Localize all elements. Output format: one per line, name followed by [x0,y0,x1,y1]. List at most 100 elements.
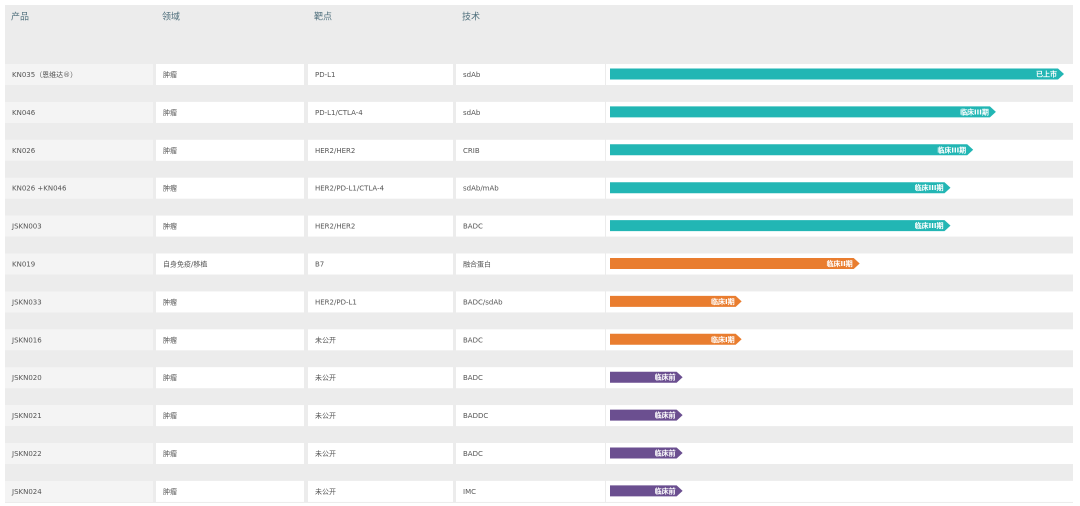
cell [5,177,153,199]
cell-text: 肿瘤 [163,146,177,155]
cell [156,177,304,199]
column-header: 产品 [11,11,29,23]
cell-text: JSKN016 [11,336,42,344]
cell-text: B7 [315,261,324,269]
cell-text: JSKN003 [11,223,42,231]
stage-bar [610,182,951,194]
cell-text: KN026 +KN046 [12,185,67,193]
cell-text: 融合蛋白 [463,260,491,269]
cell-text: HER2/PD-L1 [315,298,357,306]
cell [156,253,304,275]
stage-label: 临床III期 [915,183,944,192]
cell [156,443,304,464]
cell-text: BADC [463,223,483,231]
cell [308,291,453,313]
cell-text: 肿瘤 [163,70,177,79]
track [606,480,1073,502]
cell-text: 未公开 [315,411,336,420]
stage-bar [610,220,951,232]
cell [308,443,453,464]
cell-text: HER2/HER2 [315,147,355,155]
cell-text: JSKN033 [11,298,42,306]
stage-label: 临床III期 [937,145,966,154]
stage-bar [610,68,1064,80]
stage-label: 临床II期 [826,259,852,268]
cell-text: JSKN021 [11,412,42,420]
track [606,405,1073,427]
cell [5,405,153,427]
cell-text: 肿瘤 [163,184,177,193]
cell-text: 自身免疫/移植 [163,260,207,269]
cell [156,329,304,351]
cell [156,480,304,502]
cell [308,405,453,427]
column-header: 领域 [162,11,180,23]
cell [156,101,304,123]
cell [308,215,453,237]
cell-text: IMC [463,488,476,496]
cell [456,405,605,427]
cell [456,215,605,237]
stage-label: 临床前 [655,411,676,420]
cell [156,405,304,427]
column-header: 技术 [462,11,480,23]
cell [156,139,304,161]
cell [456,443,605,464]
cell-text: BADDC [463,412,488,420]
cell-text: 肿瘤 [163,297,177,306]
stage-bar [610,295,742,307]
cell-text: 肿瘤 [163,335,177,344]
cell [456,177,605,199]
cell [308,367,453,389]
cell [5,367,153,389]
cell [456,139,605,161]
cell [308,101,453,123]
cell-text: JSKN020 [11,374,42,382]
cell [5,480,153,502]
cell-text: 未公开 [315,373,336,382]
cell [456,64,605,85]
stage-bar [610,409,683,421]
cell-text: BADC/sdAb [463,298,503,306]
stage-label: 已上市 [1036,70,1057,79]
cell [5,443,153,464]
cell [308,177,453,199]
cell-text: KN026 [12,147,36,155]
cell [308,480,453,502]
cell-text: 肿瘤 [163,373,177,382]
cell [156,291,304,313]
stage-label: 临床III期 [915,221,944,230]
cell [156,367,304,389]
cell [456,253,605,275]
cell [308,329,453,351]
cell [156,64,304,85]
cell-text: 肿瘤 [163,449,177,458]
cell [308,64,453,85]
cell-text: JSKN022 [11,450,42,458]
cell-text: 未公开 [315,335,336,344]
cell [5,139,153,161]
stage-label: 临床前 [655,449,676,458]
stage-label: 临床I期 [711,297,735,306]
cell-text: HER2/PD-L1/CTLA-4 [315,185,385,193]
cell-text: HER2/HER2 [315,223,355,231]
stage-bar [610,106,996,118]
stage-bar [610,485,683,497]
cell [156,215,304,237]
cell [308,253,453,275]
cell [5,64,153,85]
cell-text: sdAb [463,109,481,117]
cell [308,139,453,161]
cell [5,215,153,237]
cell-text: KN019 [12,261,35,269]
stage-bar [610,258,860,269]
cell-text: 肿瘤 [163,108,177,117]
cell [456,367,605,389]
cell-text: 肿瘤 [163,487,177,496]
cell [456,329,605,351]
cell-text: sdAb/mAb [463,185,499,193]
cell-text: KN046 [12,109,36,117]
track [606,443,1073,464]
cell-text: PD-L1/CTLA-4 [315,109,363,117]
